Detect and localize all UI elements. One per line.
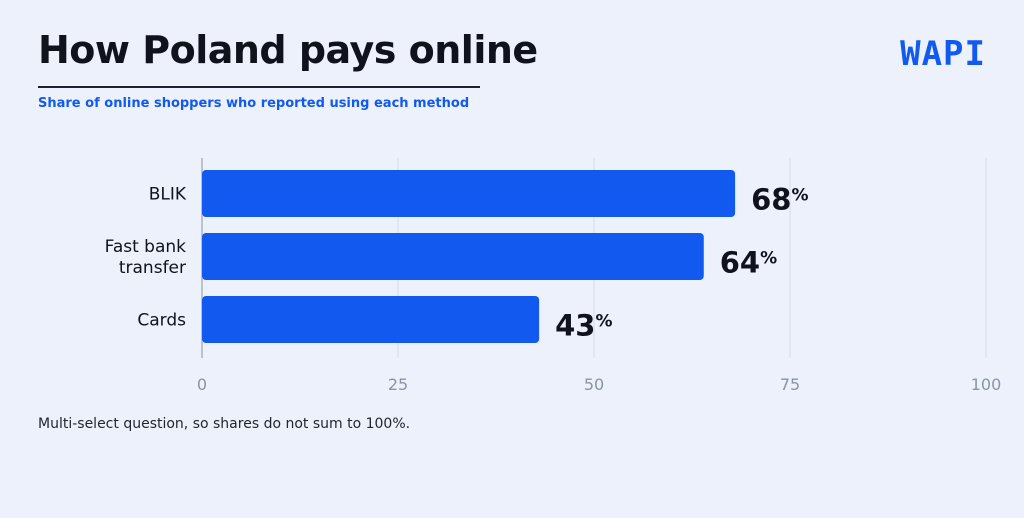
value-number: 43 [555,309,595,343]
x-tick-label: 75 [780,375,800,394]
x-tick-label: 0 [197,375,207,394]
wapi-logo: WAPI [900,34,986,74]
title-divider [38,86,480,88]
value-label: 64% [720,246,777,280]
value-unit: % [760,249,777,269]
value-number: 64 [720,246,760,280]
value-unit: % [791,186,808,206]
bar-1 [202,233,704,280]
value-number: 68 [751,183,791,217]
value-label: 68% [751,183,808,217]
x-tick-label: 50 [584,375,604,394]
x-tick-label: 25 [388,375,408,394]
x-tick-label: 100 [971,375,1002,394]
category-label: Fast bank [105,237,187,257]
category-label: transfer [119,258,186,278]
bar-2 [202,296,540,343]
bar-0 [202,170,736,217]
page-title: How Poland pays online [38,28,538,72]
chart-subtitle: Share of online shoppers who reported us… [38,96,470,111]
category-label: Cards [137,311,186,331]
category-label: BLIK [149,185,187,205]
footnote: Multi-select question, so shares do not … [38,416,411,432]
value-unit: % [595,312,612,332]
value-label: 43% [555,309,612,343]
